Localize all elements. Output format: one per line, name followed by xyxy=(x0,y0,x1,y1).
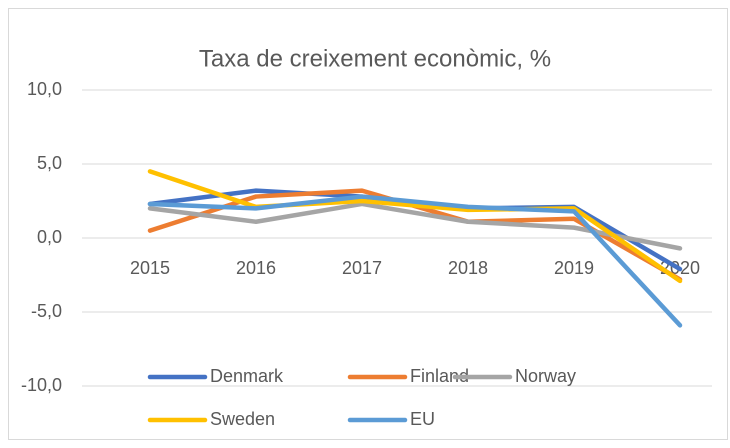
y-tick-label: 5,0 xyxy=(37,153,62,173)
series-line xyxy=(147,194,683,328)
x-tick-label: 2017 xyxy=(342,258,382,278)
y-tick-label: -5,0 xyxy=(31,301,62,321)
legend-label: Finland xyxy=(410,366,469,386)
legend-label: EU xyxy=(410,409,435,429)
x-tick-label: 2018 xyxy=(448,258,488,278)
x-tick-label: 2016 xyxy=(236,258,276,278)
chart-frame xyxy=(8,8,728,440)
y-tick-label: -10,0 xyxy=(21,375,62,395)
x-tick-label: 2015 xyxy=(130,258,170,278)
legend-label: Norway xyxy=(515,366,576,386)
y-tick-label: 0,0 xyxy=(37,227,62,247)
x-tick-label: 2019 xyxy=(554,258,594,278)
chart-title: Taxa de creixement econòmic, % xyxy=(199,45,551,72)
series-line xyxy=(147,169,683,284)
legend-label: Sweden xyxy=(210,409,275,429)
y-tick-label: 10,0 xyxy=(27,79,62,99)
legend-label: Denmark xyxy=(210,366,284,386)
